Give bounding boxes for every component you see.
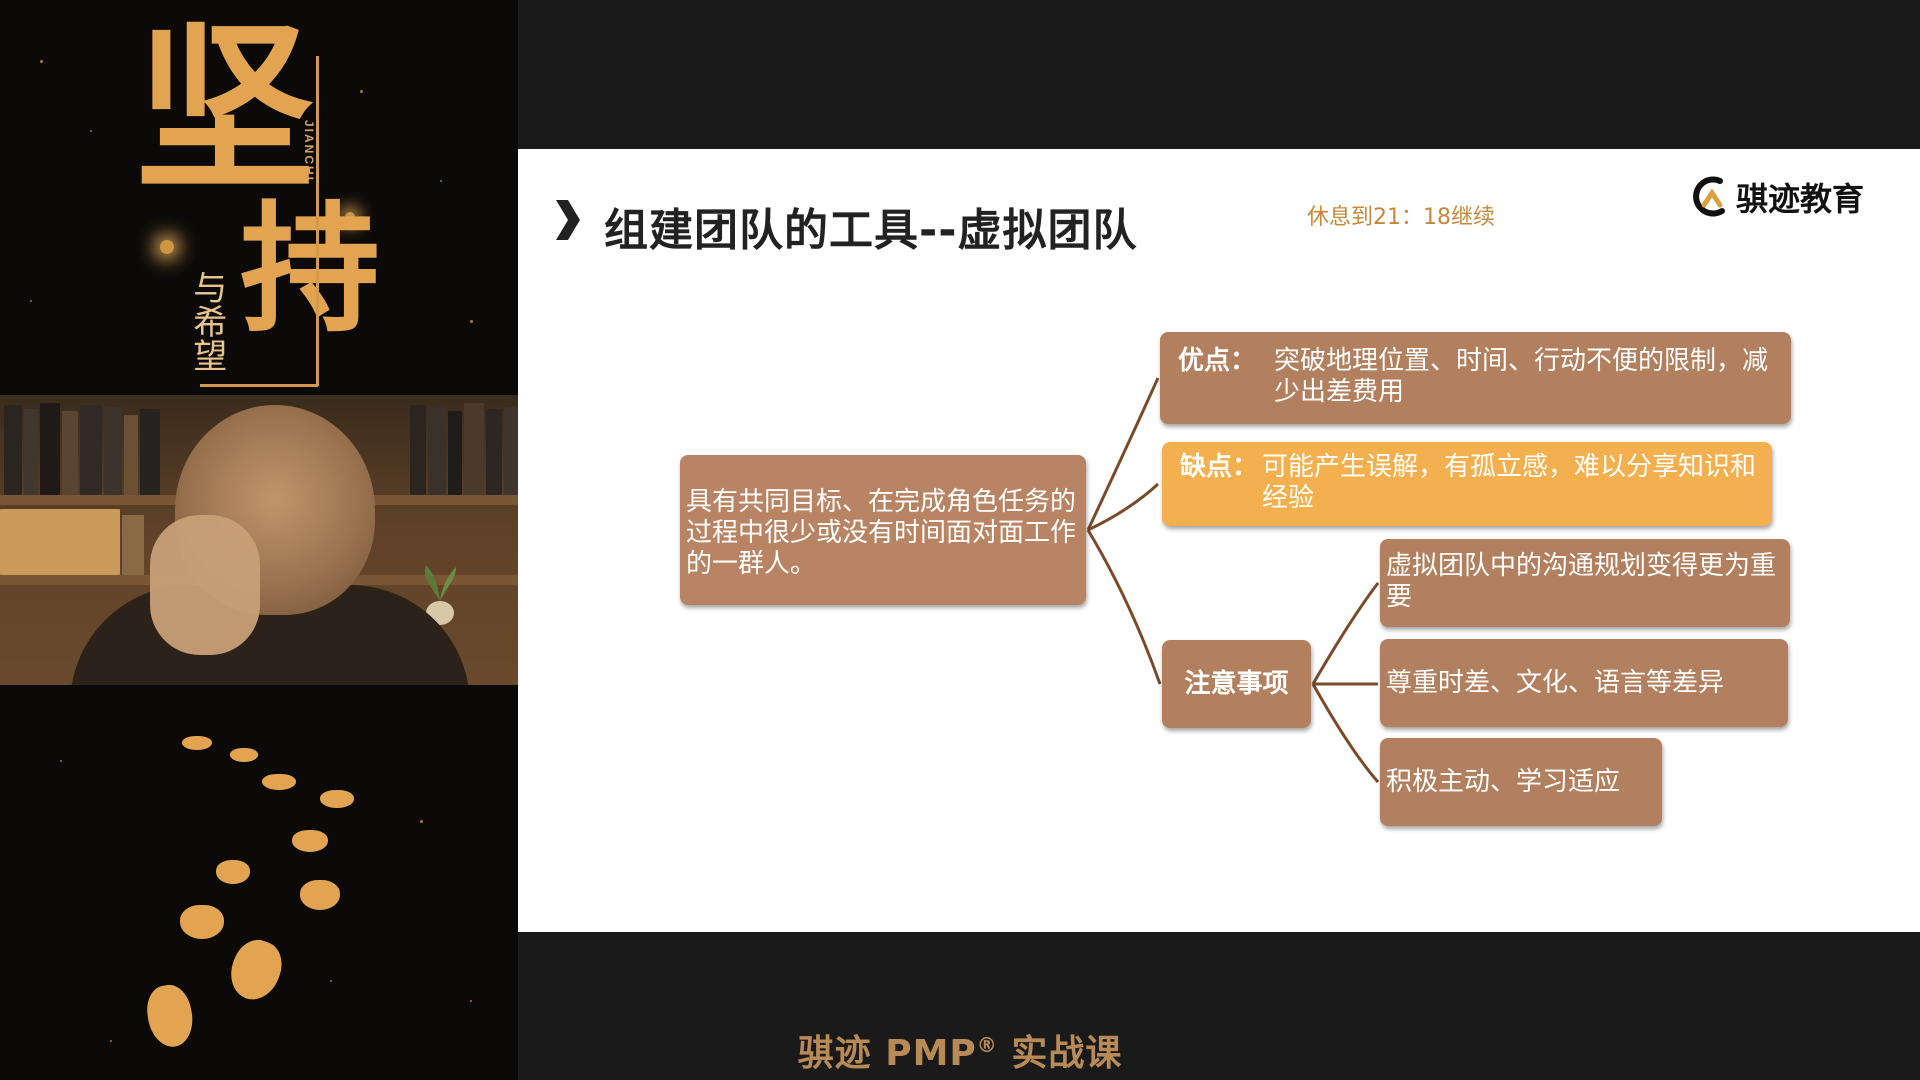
pros-label: 优点： bbox=[1178, 346, 1257, 376]
sparkle bbox=[420, 820, 423, 823]
sparkle bbox=[360, 90, 363, 93]
book bbox=[122, 515, 144, 575]
book bbox=[504, 407, 518, 495]
footprint-icon bbox=[230, 748, 258, 762]
book bbox=[104, 407, 122, 495]
bookshelf-middle bbox=[0, 505, 518, 575]
logo-icon bbox=[1693, 176, 1725, 217]
book bbox=[140, 409, 160, 495]
book bbox=[0, 509, 120, 575]
sparkle bbox=[330, 980, 332, 982]
book bbox=[464, 403, 484, 495]
sparkle bbox=[470, 1000, 472, 1002]
footprint-icon bbox=[223, 933, 289, 1007]
book bbox=[62, 411, 78, 495]
cons-text: 可能产生误解，有孤立感，难以分享知识和经验 bbox=[1262, 452, 1757, 513]
footprint-icon bbox=[300, 880, 340, 910]
footprint-icon bbox=[180, 905, 224, 939]
note-item: 虚拟团队中的沟通规划变得更为重要 bbox=[1380, 539, 1790, 627]
note-item: 积极主动、学习适应 bbox=[1380, 738, 1662, 826]
sparkle bbox=[40, 60, 43, 63]
break-note: 休息到21：18继续 bbox=[1307, 205, 1495, 230]
webcam-feed bbox=[0, 395, 518, 685]
poster-subtitle: 与希望 bbox=[186, 270, 227, 372]
brand-logo: 骐迹教育 bbox=[1690, 175, 1864, 219]
logo-text: 骐迹教育 bbox=[1736, 180, 1865, 218]
cons-label: 缺点： bbox=[1180, 452, 1259, 482]
note-item: 尊重时差、文化、语言等差异 bbox=[1380, 639, 1788, 727]
sparkle bbox=[30, 300, 32, 302]
sparkle bbox=[90, 130, 92, 132]
sparkle bbox=[60, 760, 62, 762]
book bbox=[486, 409, 502, 495]
bookshelf-top bbox=[0, 395, 518, 495]
book bbox=[410, 405, 426, 495]
caption-registered: ® bbox=[976, 1033, 998, 1057]
slide-title: 组建团队的工具--虚拟团队 bbox=[604, 205, 1138, 256]
footprint-icon bbox=[292, 830, 328, 852]
poster-frame-bottom bbox=[200, 384, 318, 387]
caption-prefix: 骐迹 PMP bbox=[797, 1033, 977, 1074]
definition-box: 具有共同目标、在完成角色任务的过程中很少或没有时间面对面工作的一群人。 bbox=[680, 455, 1086, 605]
course-caption: 骐迹 PMP® 实战课 bbox=[0, 1024, 1920, 1076]
pros-text: 突破地理位置、时间、行动不便的限制，减少出差费用 bbox=[1274, 346, 1769, 407]
poster-title-main: 坚 bbox=[135, 4, 315, 215]
glow-star bbox=[160, 240, 174, 254]
pros-box: 优点： 突破地理位置、时间、行动不便的限制，减少出差费用 bbox=[1160, 332, 1791, 424]
book bbox=[24, 409, 38, 495]
sparkle bbox=[110, 1040, 112, 1042]
poster-frame bbox=[292, 56, 319, 386]
book bbox=[448, 411, 462, 495]
poster-title-second: 持 bbox=[240, 188, 381, 352]
book bbox=[80, 405, 102, 495]
chevron-right-icon bbox=[556, 200, 580, 240]
cons-box: 缺点： 可能产生误解，有孤立感，难以分享知识和经验 bbox=[1162, 442, 1772, 526]
sparkle bbox=[440, 180, 442, 182]
poster-panel: 坚 持 与希望 JIANCHI bbox=[0, 0, 518, 1080]
footprint-icon bbox=[216, 860, 250, 884]
footprint-icon bbox=[320, 790, 354, 808]
glow-star bbox=[345, 212, 355, 222]
book bbox=[428, 407, 446, 495]
person-hand bbox=[150, 515, 260, 655]
footprint-icon bbox=[262, 774, 296, 790]
notes-box: 注意事项 bbox=[1162, 640, 1311, 728]
poster-pinyin: JIANCHI bbox=[302, 120, 316, 183]
caption-suffix: 实战课 bbox=[997, 1033, 1123, 1074]
footprint-icon bbox=[182, 736, 212, 750]
book bbox=[124, 415, 138, 495]
sparkle bbox=[470, 320, 473, 323]
book bbox=[40, 403, 60, 495]
book bbox=[4, 405, 22, 495]
